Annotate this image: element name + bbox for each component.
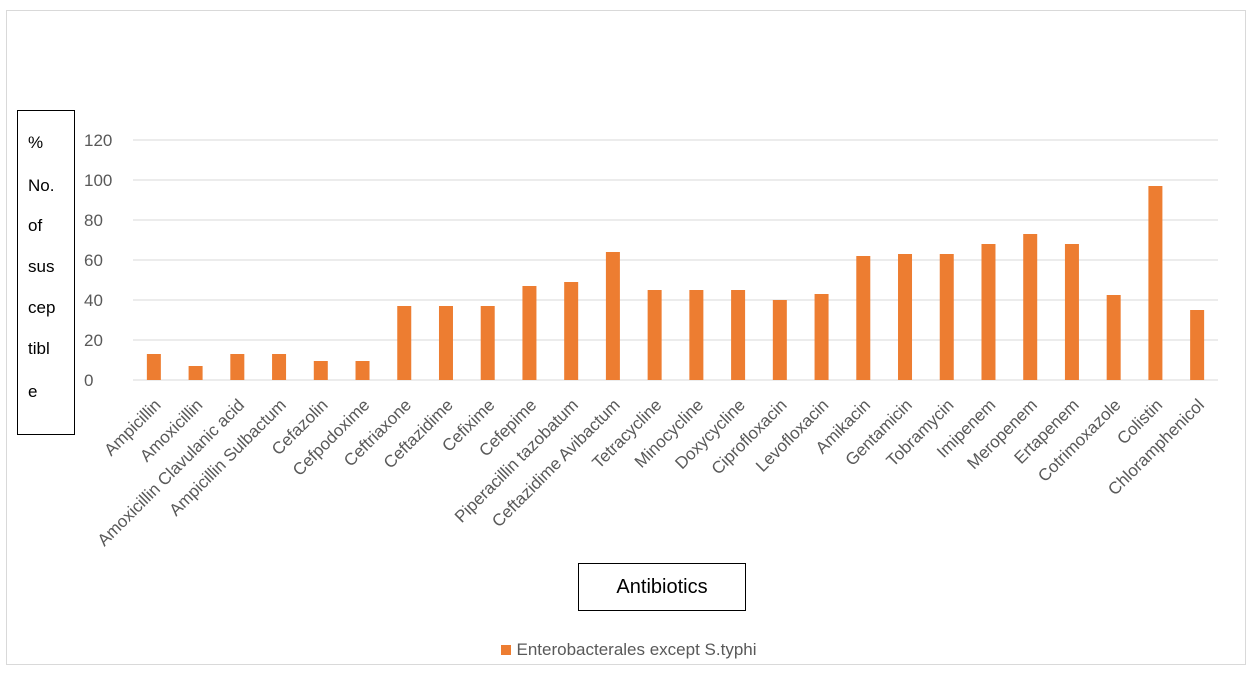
bar (647, 290, 662, 380)
y-axis-title-line: No. (28, 176, 55, 195)
bar (146, 354, 161, 380)
bar (1023, 234, 1038, 380)
y-tick-label: 60 (84, 251, 103, 270)
bar (981, 244, 996, 380)
gridlines (133, 139, 1218, 381)
bar (188, 366, 203, 380)
x-axis-title-text: Antibiotics (616, 575, 708, 598)
y-axis-title-line: e (28, 382, 38, 401)
legend-swatch (501, 645, 512, 655)
bar (898, 254, 913, 380)
bar (939, 254, 954, 380)
bar (313, 361, 328, 380)
bars (146, 186, 1205, 380)
bar (1148, 186, 1163, 380)
bar (814, 294, 829, 380)
bar (605, 252, 620, 380)
legend-label: Enterobacterales except S.typhi (516, 640, 757, 659)
bar (564, 282, 579, 380)
x-axis-title: Antibiotics (578, 563, 746, 611)
y-tick-label: 100 (84, 171, 112, 190)
y-axis-title-line: tibl (28, 339, 50, 358)
y-tick-label: 20 (84, 331, 103, 350)
bar (1106, 295, 1121, 380)
bar (230, 354, 245, 380)
y-tick-label: 40 (84, 291, 103, 310)
y-axis-title: % No. of sus cep tibl e (17, 110, 75, 435)
bar (355, 361, 370, 380)
bar (689, 290, 704, 380)
bar (772, 300, 787, 380)
bar (1064, 244, 1079, 380)
y-axis-title-line: sus (28, 257, 55, 276)
y-axis-title-line: cep (28, 298, 56, 317)
y-tick-label: 80 (84, 211, 103, 230)
y-axis-ticks: 0 20 40 60 80 100 120 (84, 131, 112, 390)
bar (438, 306, 453, 380)
y-tick-label: 0 (84, 371, 93, 390)
bar (1190, 310, 1205, 380)
y-tick-label: 120 (84, 131, 112, 150)
bar (397, 306, 412, 380)
bar (272, 354, 287, 380)
bar (856, 256, 871, 380)
bar (522, 286, 537, 380)
y-axis-title-line: % (28, 133, 44, 152)
bar (480, 306, 495, 380)
legend: Enterobacterales except S.typhi (0, 640, 1258, 660)
bar (731, 290, 746, 380)
y-axis-title-line: of (28, 216, 43, 235)
chart-area (6, 10, 1246, 665)
